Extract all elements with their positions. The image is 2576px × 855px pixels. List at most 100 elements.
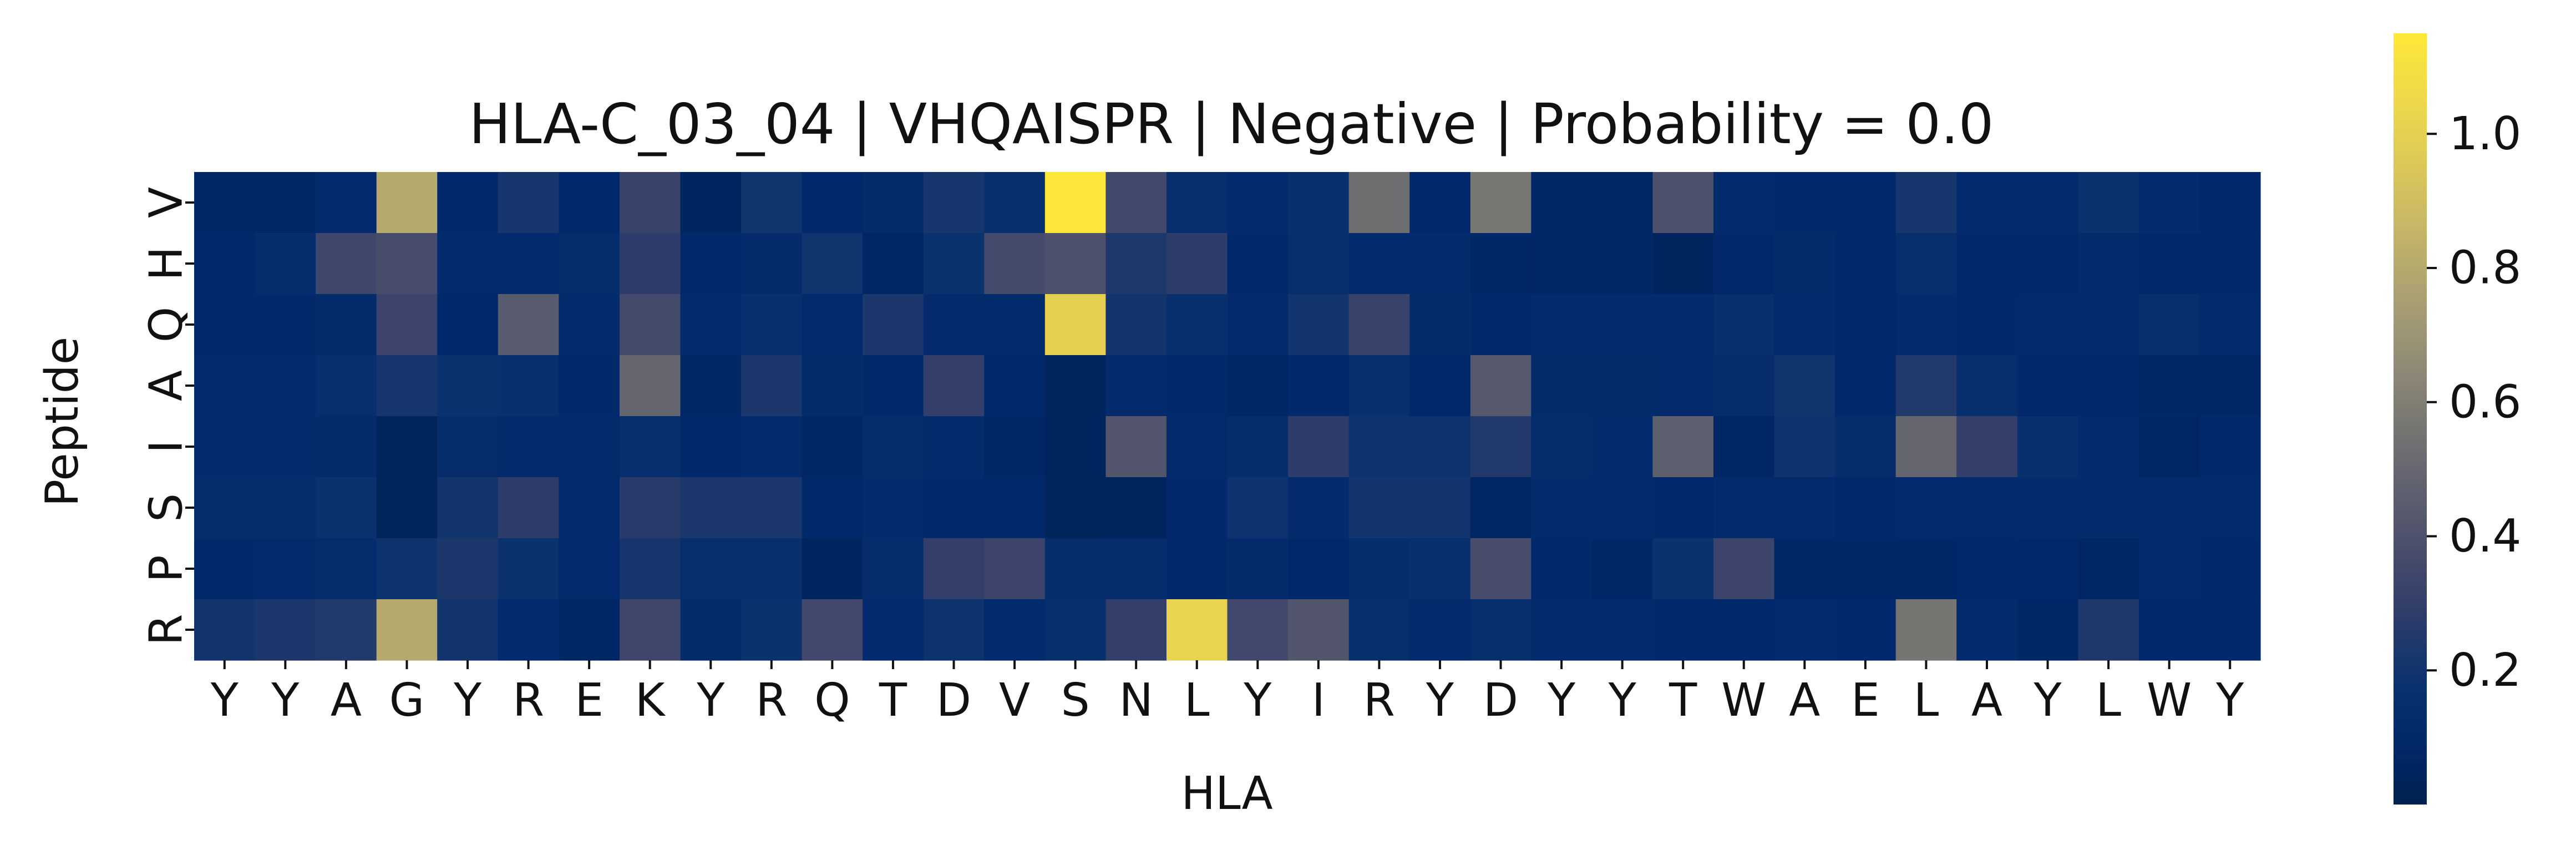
x-tick-label: Y [1608,674,1637,727]
heatmap-cell [2017,416,2078,478]
heatmap-cell [1895,355,1957,417]
heatmap-cell [1713,233,1775,295]
heatmap-cell [1348,172,1410,234]
heatmap-cell [1652,477,1714,539]
colorbar-tick-label: 0.8 [2449,242,2521,295]
heatmap-cell [376,294,438,356]
x-tick-label: K [635,674,666,727]
heatmap-cell [1835,294,1896,356]
heatmap-cell [1591,599,1654,661]
heatmap-cell [255,477,316,539]
heatmap-cell [984,477,1046,539]
heatmap-cell [802,233,863,295]
heatmap-cell [1591,538,1654,600]
y-tick-label: S [140,493,193,522]
heatmap-cell [1166,294,1228,356]
heatmap-cell [1591,233,1654,295]
heatmap-cell [1531,599,1593,661]
heatmap-cell [1895,294,1957,356]
heatmap-cell [1227,416,1289,478]
heatmap-cell [194,355,256,417]
x-tick-label: Y [271,674,300,727]
colorbar-tick-label: 1.0 [2449,108,2521,160]
heatmap-cell [498,538,559,600]
heatmap-cell [255,355,316,417]
heatmap-cell [1227,294,1289,356]
x-tick-label: N [1119,674,1153,727]
heatmap-cell [1288,355,1350,417]
heatmap-cell [1470,233,1532,295]
heatmap-cell [376,599,438,661]
heatmap-cell [619,477,681,539]
heatmap-cell [741,294,803,356]
heatmap-cell [498,172,559,234]
heatmap-cell [437,538,499,600]
heatmap-cell [1106,294,1167,356]
heatmap-cell [1288,172,1350,234]
heatmap-cell [498,294,559,356]
heatmap-cell [255,172,316,234]
heatmap-cell [1956,355,2018,417]
heatmap-cell [2017,538,2078,600]
heatmap-cell [1166,172,1228,234]
heatmap-cell [316,477,377,539]
heatmap-cell [1044,355,1106,417]
heatmap-cell [1348,477,1410,539]
colorbar-tick-label: 0.6 [2449,376,2521,428]
y-tick-label: V [140,187,193,218]
heatmap-cell [559,538,620,600]
heatmap-cell [559,233,620,295]
heatmap-cells [194,172,2261,661]
heatmap-cell [2017,355,2078,417]
heatmap-cell [255,416,316,478]
heatmap-cell [2017,477,2078,539]
heatmap-cell [1956,294,2018,356]
x-tick-label: V [999,674,1030,727]
heatmap-cell [680,477,742,539]
heatmap-cell [437,172,499,234]
heatmap-cell [2199,294,2261,356]
heatmap-cell [1956,416,2018,478]
heatmap-cell [559,599,620,661]
heatmap-cell [802,172,863,234]
heatmap-cell [2138,294,2200,356]
heatmap-cell [1956,172,2018,234]
heatmap-cell [1409,355,1471,417]
heatmap-cell [498,599,559,661]
heatmap-cell [1713,477,1775,539]
heatmap-cell [1652,416,1714,478]
heatmap-cell [2078,355,2139,417]
heatmap-cell [923,355,985,417]
heatmap-cell [680,172,742,234]
heatmap-cell [2199,355,2261,417]
heatmap-cell [2017,599,2078,661]
heatmap-cell [1044,416,1106,478]
heatmap-cell [1956,599,2018,661]
heatmap-cell [2017,172,2078,234]
heatmap-cell [741,355,803,417]
heatmap-cell [1652,355,1714,417]
heatmap-cell [437,233,499,295]
heatmap-cell [1348,416,1410,478]
x-tick-label: E [1851,674,1880,727]
x-tick-label: Y [696,674,725,727]
heatmap-cell [741,172,803,234]
heatmap-cell [2138,599,2200,661]
heatmap-cell [1166,538,1228,600]
x-tick-label: G [389,674,425,727]
heatmap-cell [741,233,803,295]
heatmap-cell [680,416,742,478]
heatmap-cell [1044,294,1106,356]
x-tick-label: Q [814,674,850,727]
heatmap-cell [1652,294,1714,356]
heatmap-cell [1591,355,1654,417]
heatmap-cell [559,355,620,417]
heatmap-cell [1652,172,1714,234]
heatmap-cell [1835,416,1896,478]
heatmap-cell [1956,233,2018,295]
heatmap-cell [741,477,803,539]
heatmap-cell [2199,233,2261,295]
x-tick-label: L [2096,674,2121,727]
